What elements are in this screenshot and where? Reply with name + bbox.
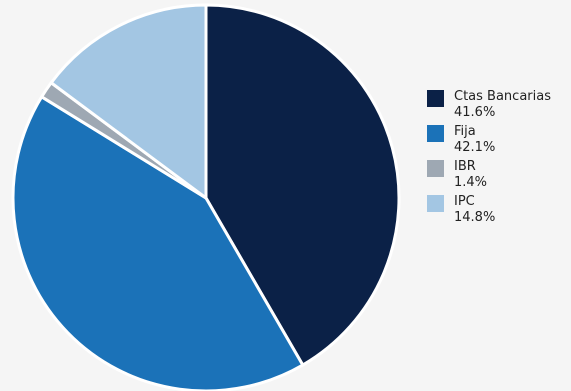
legend-item-fija: Fija 42.1%: [427, 124, 567, 159]
legend: Ctas Bancarias 41.6% Fija 42.1% IBR 1.4%…: [427, 89, 567, 229]
legend-swatch-ipc: [427, 195, 444, 212]
legend-swatch-fija: [427, 125, 444, 142]
legend-value-ibr: 1.4%: [454, 175, 487, 191]
legend-label-ctas-bancarias: Ctas Bancarias: [454, 89, 551, 105]
legend-value-fija: 42.1%: [454, 140, 495, 156]
legend-value-ctas-bancarias: 41.6%: [454, 105, 551, 121]
legend-swatch-ibr: [427, 160, 444, 177]
legend-item-ipc: IPC 14.8%: [427, 194, 567, 229]
legend-swatch-ctas-bancarias: [427, 90, 444, 107]
legend-item-ctas-bancarias: Ctas Bancarias 41.6%: [427, 89, 567, 124]
legend-item-ibr: IBR 1.4%: [427, 159, 567, 194]
legend-value-ipc: 14.8%: [454, 210, 495, 226]
legend-label-ipc: IPC: [454, 194, 495, 210]
legend-label-fija: Fija: [454, 124, 495, 140]
legend-label-ibr: IBR: [454, 159, 487, 175]
